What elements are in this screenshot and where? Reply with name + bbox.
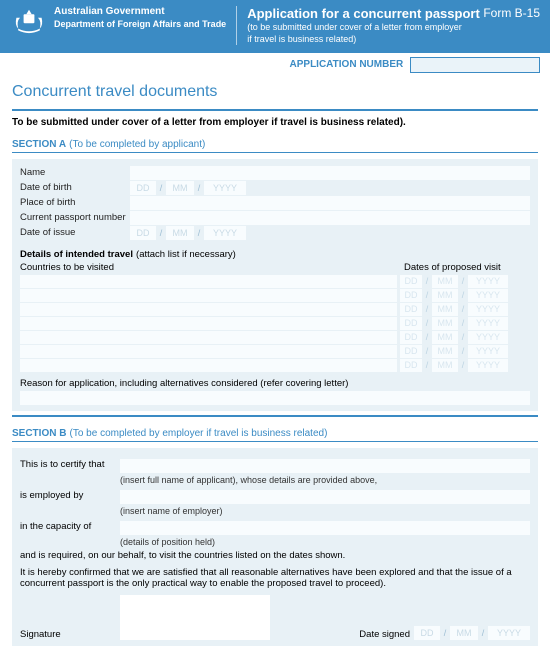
application-number-label: APPLICATION NUMBER <box>290 59 404 70</box>
required-text: and is required, on our behalf, to visit… <box>20 550 530 561</box>
certify-label: This is to certify that <box>20 457 120 470</box>
divider <box>12 109 538 111</box>
dob-label: Date of birth <box>20 182 130 193</box>
pob-input[interactable] <box>130 196 530 210</box>
signature-label: Signature <box>20 629 120 640</box>
travel-row: DD/MM/YYYY <box>20 345 530 358</box>
application-number-input[interactable] <box>410 57 540 73</box>
country-input[interactable] <box>20 289 397 302</box>
application-number-row: APPLICATION NUMBER <box>0 53 550 77</box>
employed-label: is employed by <box>20 488 120 501</box>
travel-columns: Countries to be visited Dates of propose… <box>20 262 530 273</box>
employer-input[interactable] <box>120 490 530 504</box>
form-title-block: Application for a concurrent passport (t… <box>236 6 483 45</box>
passport-label: Current passport number <box>20 212 130 223</box>
header-bar: Australian Government Department of Fore… <box>0 0 550 53</box>
travel-row: DD/MM/YYYY <box>20 331 530 344</box>
travel-row: DD/MM/YYYY <box>20 303 530 316</box>
divider <box>12 415 538 417</box>
travel-row: DD/MM/YYYY <box>20 359 530 372</box>
signature-box[interactable] <box>120 595 270 640</box>
form-id-block: Form B-15 <box>483 6 540 22</box>
gov-subtitle: Department of Foreign Affairs and Trade <box>54 19 226 29</box>
confirm-text: It is hereby confirmed that we are satis… <box>20 567 530 589</box>
form-id: Form B-15 <box>483 6 540 20</box>
proposed-date-input[interactable]: DD/MM/YYYY <box>400 289 530 302</box>
country-input[interactable] <box>20 345 397 358</box>
dob-input[interactable]: DD/ MM/ YYYY <box>130 181 270 195</box>
name-input[interactable] <box>130 166 530 180</box>
applicant-name-input[interactable] <box>120 459 530 473</box>
gov-title: Australian Government <box>54 6 226 17</box>
capacity-input[interactable] <box>120 521 530 535</box>
travel-row: DD/MM/YYYY <box>20 289 530 302</box>
proposed-date-input[interactable]: DD/MM/YYYY <box>400 317 530 330</box>
divider <box>12 441 538 442</box>
issue-date-input[interactable]: DD/ MM/ YYYY <box>130 226 270 240</box>
travel-row: DD/MM/YYYY <box>20 317 530 330</box>
form-title: Application for a concurrent passport <box>247 6 483 21</box>
country-input[interactable] <box>20 359 397 372</box>
employed-hint: (insert name of employer) <box>120 506 530 516</box>
intro-text: To be submitted under cover of a letter … <box>12 117 538 128</box>
certify-hint: (insert full name of applicant), whose d… <box>120 475 530 485</box>
section-b-header: SECTION B (To be completed by employer i… <box>12 427 538 439</box>
name-label: Name <box>20 167 130 178</box>
section-a-header: SECTION A (To be completed by applicant) <box>12 138 538 150</box>
form-subtitle-2: if travel is business related) <box>247 34 483 45</box>
proposed-date-input[interactable]: DD/MM/YYYY <box>400 359 530 372</box>
gov-text-block: Australian Government Department of Fore… <box>54 6 226 29</box>
reason-label: Reason for application, including altern… <box>20 378 530 389</box>
pob-label: Place of birth <box>20 197 130 208</box>
date-signed-label: Date signed <box>359 629 410 640</box>
crest-icon <box>10 6 48 44</box>
date-signed-input[interactable]: DD/ MM/ YYYY <box>414 626 530 640</box>
form-subtitle-1: (to be submitted under cover of a letter… <box>247 22 483 33</box>
travel-row: DD/MM/YYYY <box>20 275 530 288</box>
proposed-date-input[interactable]: DD/MM/YYYY <box>400 303 530 316</box>
reason-input[interactable] <box>20 391 530 405</box>
country-input[interactable] <box>20 331 397 344</box>
country-input[interactable] <box>20 303 397 316</box>
proposed-date-input[interactable]: DD/MM/YYYY <box>400 331 530 344</box>
page-title: Concurrent travel documents <box>12 83 538 101</box>
proposed-date-input[interactable]: DD/MM/YYYY <box>400 345 530 358</box>
travel-header: Details of intended travel (attach list … <box>20 248 530 260</box>
country-input[interactable] <box>20 275 397 288</box>
section-b-panel: This is to certify that (insert full nam… <box>12 448 538 646</box>
capacity-label: in the capacity of <box>20 519 120 532</box>
issue-label: Date of issue <box>20 227 130 238</box>
divider <box>12 152 538 153</box>
capacity-hint: (details of position held) <box>120 537 530 547</box>
country-input[interactable] <box>20 317 397 330</box>
proposed-date-input[interactable]: DD/MM/YYYY <box>400 275 530 288</box>
passport-input[interactable] <box>130 211 530 225</box>
section-a-panel: Name Date of birth DD/ MM/ YYYY Place of… <box>12 159 538 411</box>
